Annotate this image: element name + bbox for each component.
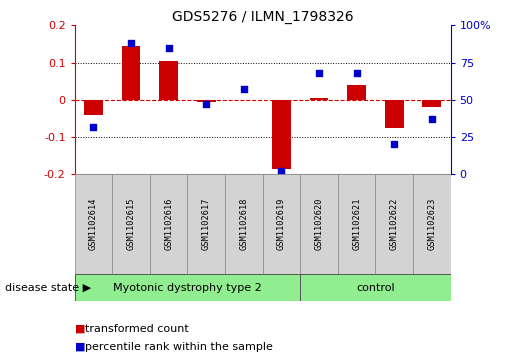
Bar: [263, 174, 300, 274]
Point: [90, 124, 98, 130]
Title: GDS5276 / ILMN_1798326: GDS5276 / ILMN_1798326: [172, 11, 353, 24]
Point: [127, 40, 135, 46]
Point: [352, 70, 360, 76]
Bar: [375, 174, 413, 274]
Text: GSM1102622: GSM1102622: [390, 198, 399, 250]
Bar: [422, 100, 441, 107]
Point: [239, 86, 248, 92]
Point: [277, 168, 285, 174]
Point: [202, 101, 210, 107]
Bar: [197, 100, 216, 102]
Text: GSM1102616: GSM1102616: [164, 198, 173, 250]
Bar: [347, 85, 366, 100]
Bar: [300, 174, 338, 274]
Bar: [159, 61, 178, 100]
Text: percentile rank within the sample: percentile rank within the sample: [85, 342, 273, 352]
Text: transformed count: transformed count: [85, 323, 188, 334]
Bar: [122, 46, 141, 100]
Bar: [75, 274, 300, 301]
Text: ■: ■: [75, 323, 85, 334]
Bar: [300, 274, 451, 301]
Bar: [272, 100, 291, 169]
Bar: [338, 174, 375, 274]
Text: GSM1102615: GSM1102615: [127, 198, 135, 250]
Bar: [413, 174, 451, 274]
Text: ■: ■: [75, 342, 85, 352]
Bar: [310, 98, 329, 100]
Bar: [187, 174, 225, 274]
Text: GSM1102614: GSM1102614: [89, 198, 98, 250]
Text: control: control: [356, 283, 394, 293]
Bar: [75, 174, 112, 274]
Text: GSM1102618: GSM1102618: [239, 198, 248, 250]
Bar: [112, 174, 150, 274]
Text: Myotonic dystrophy type 2: Myotonic dystrophy type 2: [113, 283, 262, 293]
Text: GSM1102617: GSM1102617: [202, 198, 211, 250]
Point: [390, 142, 398, 147]
Point: [164, 45, 173, 50]
Text: GSM1102620: GSM1102620: [315, 198, 323, 250]
Text: GSM1102619: GSM1102619: [277, 198, 286, 250]
Bar: [150, 174, 187, 274]
Bar: [84, 100, 103, 115]
Text: GSM1102621: GSM1102621: [352, 198, 361, 250]
Bar: [385, 100, 404, 128]
Text: GSM1102623: GSM1102623: [427, 198, 436, 250]
Point: [427, 116, 436, 122]
Text: disease state ▶: disease state ▶: [5, 283, 91, 293]
Bar: [225, 174, 263, 274]
Point: [315, 70, 323, 76]
